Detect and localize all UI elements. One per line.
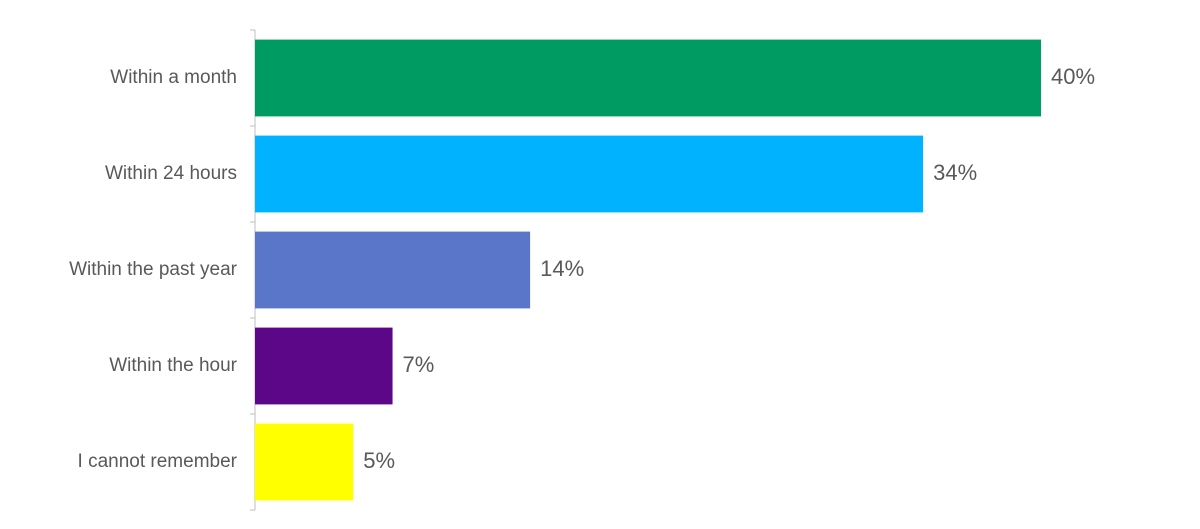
value-label: 14% <box>540 256 584 281</box>
value-label: 7% <box>403 352 435 377</box>
value-label: 34% <box>933 160 977 185</box>
category-label: Within a month <box>110 67 237 88</box>
category-label: Within the past year <box>69 259 238 280</box>
bar <box>255 39 1041 117</box>
bar <box>255 423 354 501</box>
bar <box>255 231 531 309</box>
bar <box>255 327 393 405</box>
value-label: 5% <box>363 448 395 473</box>
category-label: Within the hour <box>109 355 237 376</box>
value-label: 40% <box>1051 64 1095 89</box>
bar <box>255 135 924 213</box>
category-label: Within 24 hours <box>105 163 237 184</box>
category-label: I cannot remember <box>78 451 238 472</box>
